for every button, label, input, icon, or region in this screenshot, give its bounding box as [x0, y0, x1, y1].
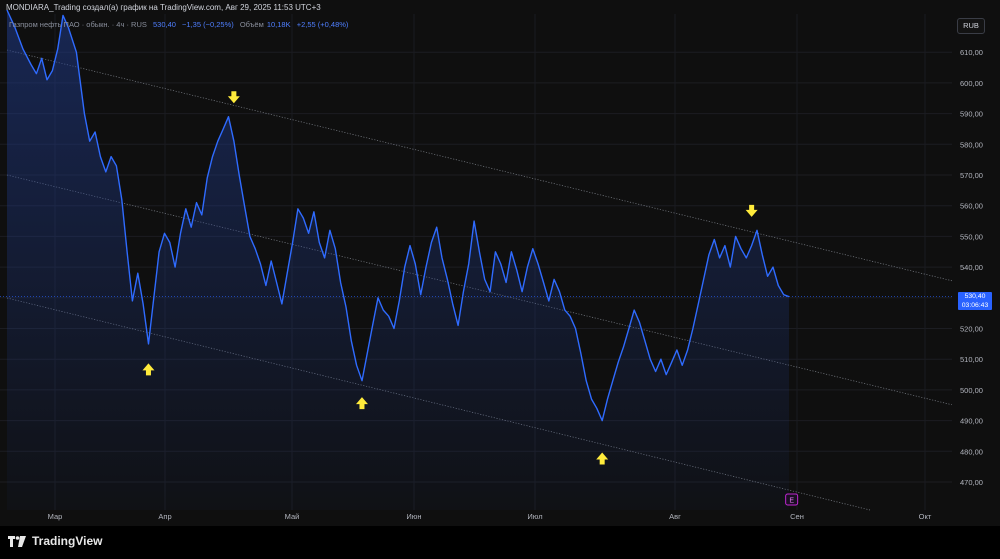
price-line[interactable] — [6, 9, 790, 422]
x-tick-label: Сен — [790, 512, 804, 521]
arrow-up-icon — [355, 397, 368, 410]
price-axis[interactable]: 470,00 480,00 490,00 500,00 510,00 520,00 530,… — [952, 0, 1000, 526]
y-tick-label: 610,00 — [960, 48, 983, 57]
channel-line[interactable] — [6, 174, 958, 407]
legend-price: 530,40 — [152, 20, 176, 29]
x-tick-label: Май — [285, 512, 300, 521]
x-tick-label: Апр — [158, 512, 171, 521]
x-tick-label: Июл — [527, 512, 542, 521]
price-axis-bg — [952, 0, 1000, 526]
tradingview-brand: TradingView — [32, 534, 103, 548]
legend-volume-change: +2,55 (+0,48%) — [296, 20, 349, 29]
channel-line[interactable] — [6, 49, 958, 283]
tradingview-logo-icon — [8, 535, 26, 547]
footer-bar — [0, 526, 1000, 559]
bar-countdown: 03:06:43 — [961, 302, 989, 309]
symbol-name[interactable]: Газпром нефть ПАО · обыкн. · 4ч · RUS — [9, 20, 147, 29]
earnings-event-label: E — [789, 498, 794, 505]
x-tick-label: Мар — [48, 512, 63, 521]
y-tick-label: 580,00 — [960, 140, 983, 149]
legend-volume: 10,18K — [266, 20, 291, 29]
y-tick-label: 520,00 — [960, 325, 983, 334]
y-tick-label: 490,00 — [960, 417, 983, 426]
arrow-up-icon — [142, 363, 155, 376]
price-area-fill — [7, 10, 789, 510]
trend-channel[interactable] — [6, 49, 958, 511]
legend-change: −1,35 (−0,25%) — [182, 20, 234, 29]
tradingview-logo[interactable]: TradingView — [8, 534, 102, 548]
signal-arrows — [142, 91, 758, 465]
y-tick-label: 600,00 — [960, 79, 983, 88]
symbol-legend[interactable]: Газпром нефть ПАО · обыкн. · 4ч · RUS 53… — [9, 20, 352, 29]
arrow-down-icon — [745, 204, 758, 217]
x-tick-label: Окт — [919, 512, 932, 521]
x-tick-label: Авг — [669, 512, 681, 521]
y-tick-label: 590,00 — [960, 110, 983, 119]
y-tick-label: 510,00 — [960, 355, 983, 364]
legend-volume-label: Объём — [239, 20, 264, 29]
arrow-down-icon — [227, 91, 240, 104]
y-tick-label: 550,00 — [960, 232, 983, 241]
y-tick-label: 560,00 — [960, 202, 983, 211]
currency-button[interactable]: RUB — [957, 18, 985, 34]
event-markers[interactable]: E — [785, 493, 799, 506]
y-tick-label: 500,00 — [960, 386, 983, 395]
x-tick-label: Июн — [406, 512, 421, 521]
y-tick-label: 540,00 — [960, 263, 983, 272]
last-price-value: 530,40 — [964, 293, 986, 300]
y-tick-label: 570,00 — [960, 171, 983, 180]
time-axis[interactable]: Мар Апр Май Июн Июл Авг Сен Окт — [48, 512, 932, 521]
earnings-event-icon[interactable] — [785, 493, 799, 506]
last-price-tag: 530,40 03:06:43 — [958, 292, 992, 310]
chart-author-title: MONDIARA_Trading создал(а) график на Tra… — [6, 3, 321, 12]
y-tick-label: 480,00 — [960, 447, 983, 456]
y-tick-label: 470,00 — [960, 478, 983, 487]
arrow-up-icon — [596, 452, 609, 465]
